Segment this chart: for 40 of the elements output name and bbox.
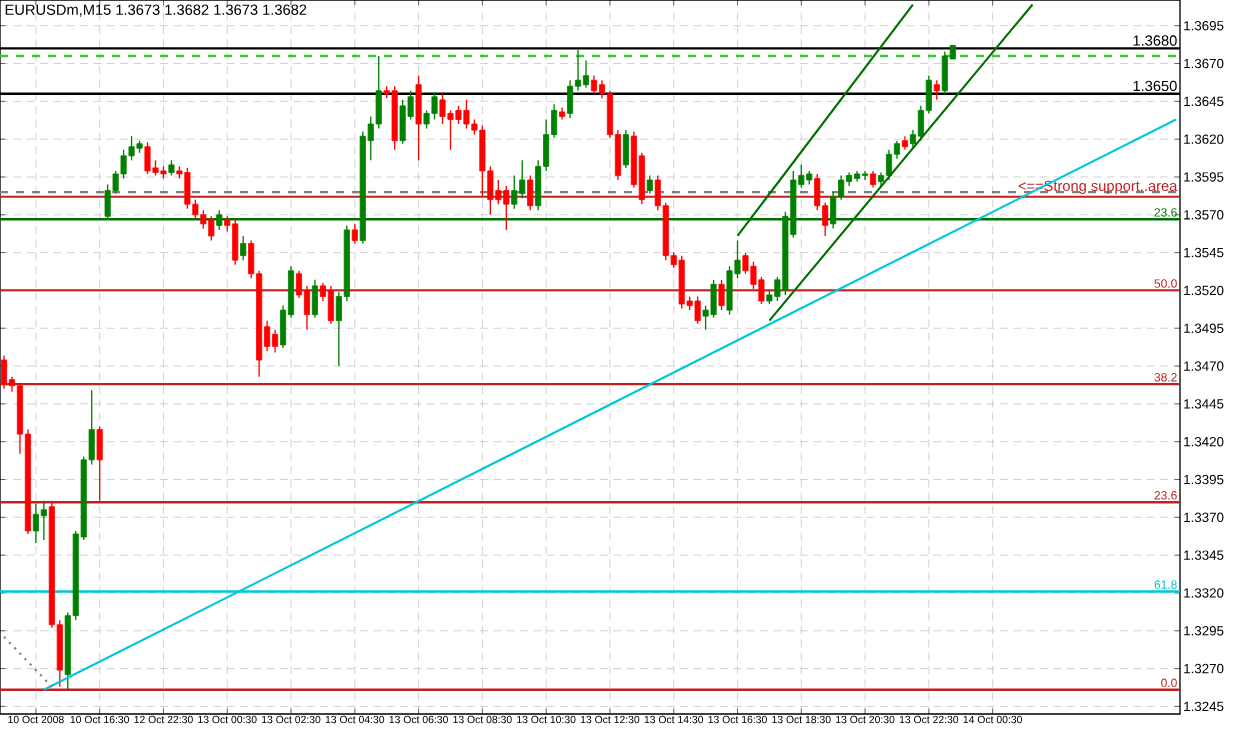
candlestick xyxy=(511,174,518,210)
candlestick xyxy=(862,170,869,181)
candlestick xyxy=(240,235,247,261)
candlestick xyxy=(439,93,446,125)
candlestick xyxy=(232,218,239,266)
candlestick xyxy=(327,285,334,325)
candlestick xyxy=(527,174,534,211)
candlestick xyxy=(96,425,103,502)
candlestick xyxy=(519,159,526,199)
candlestick xyxy=(208,215,215,242)
candlestick xyxy=(582,59,590,89)
candlestick xyxy=(479,124,486,198)
candlestick xyxy=(351,223,358,245)
candlestick xyxy=(885,149,893,181)
candlestick xyxy=(710,279,717,319)
candlestick xyxy=(718,279,725,311)
candlestick xyxy=(200,209,207,230)
candlestick xyxy=(933,79,940,101)
candlestick xyxy=(678,254,685,310)
candlestick xyxy=(272,329,279,354)
candlestick xyxy=(311,279,318,319)
candlestick xyxy=(216,209,223,231)
candlestick xyxy=(694,295,701,325)
candlestick xyxy=(726,265,733,316)
candlestick xyxy=(455,105,462,125)
candlestick xyxy=(941,50,948,95)
candlestick xyxy=(646,174,653,195)
candlestick xyxy=(0,354,8,390)
candlestick xyxy=(40,500,47,541)
candlestick xyxy=(415,74,422,161)
candlestick xyxy=(590,74,598,95)
candlestick xyxy=(463,99,470,130)
candlestick xyxy=(144,141,151,175)
candlestick xyxy=(32,503,39,544)
candlestick xyxy=(399,99,406,145)
candlestick xyxy=(184,167,191,210)
candlestick xyxy=(567,79,574,119)
candlestick xyxy=(622,129,629,169)
candlestick xyxy=(503,185,510,231)
candlestick xyxy=(431,91,438,121)
